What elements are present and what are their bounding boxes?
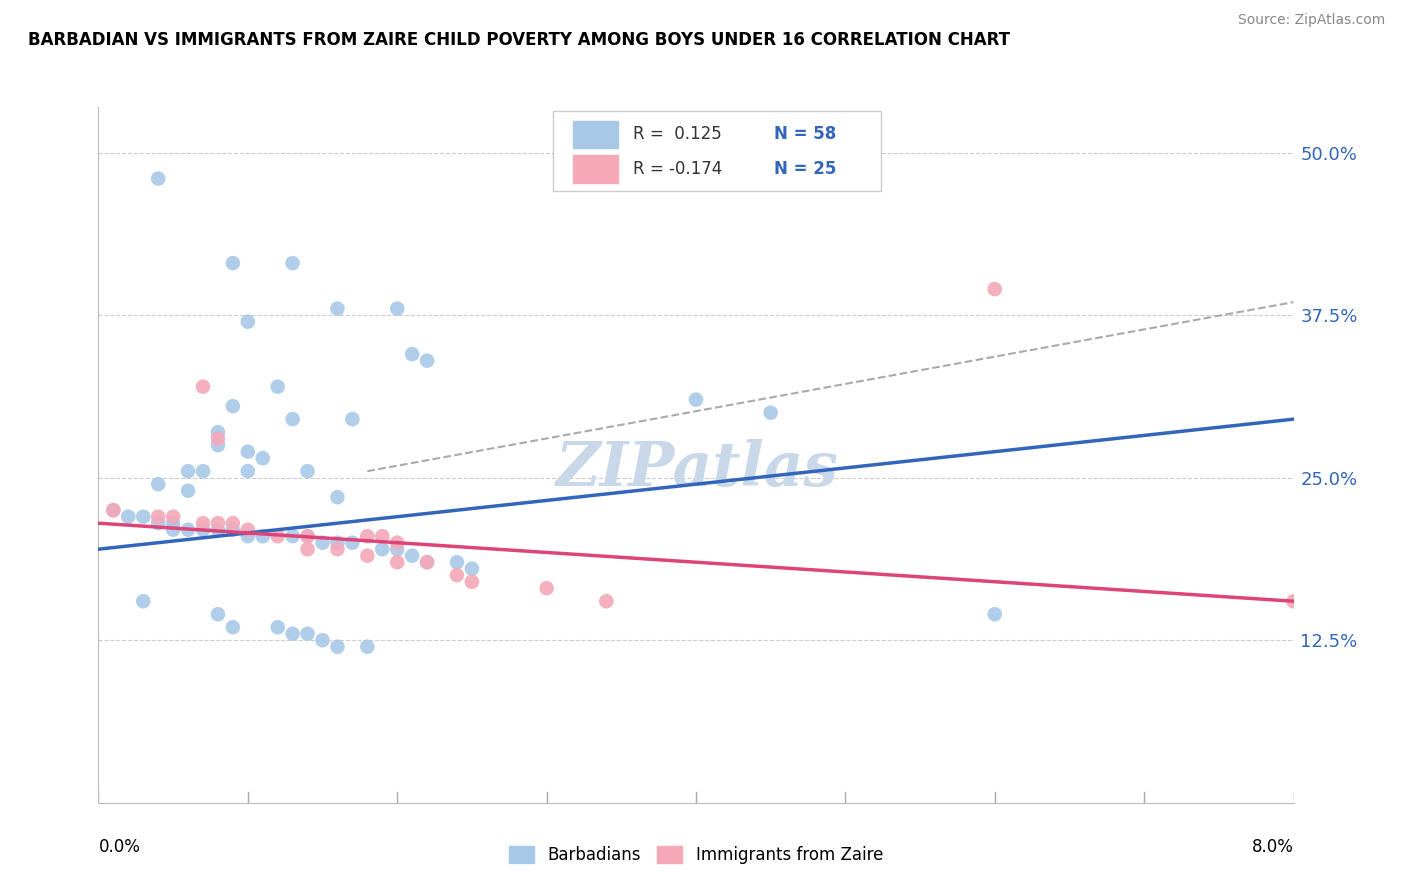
Point — [281, 626, 304, 640]
Text: 0.0%: 0.0% — [98, 838, 141, 855]
Point — [267, 529, 290, 543]
Legend: Barbadians, Immigrants from Zaire: Barbadians, Immigrants from Zaire — [502, 839, 890, 871]
Point — [207, 425, 229, 439]
Point — [236, 444, 259, 458]
Point — [385, 555, 409, 569]
Point — [401, 347, 423, 361]
Point — [191, 379, 214, 393]
Point — [342, 412, 364, 426]
Point — [446, 555, 468, 569]
Point — [222, 620, 245, 634]
Point — [207, 523, 229, 537]
Point — [297, 529, 319, 543]
Point — [162, 523, 184, 537]
Point — [207, 607, 229, 622]
Point — [342, 535, 364, 549]
Point — [385, 535, 409, 549]
FancyBboxPatch shape — [553, 111, 882, 191]
Point — [103, 503, 125, 517]
Point — [297, 529, 319, 543]
Point — [267, 379, 290, 393]
Point — [207, 432, 229, 446]
Point — [416, 555, 439, 569]
Point — [311, 633, 333, 648]
Text: R =  0.125: R = 0.125 — [633, 126, 721, 144]
Point — [356, 549, 378, 563]
Point — [117, 509, 139, 524]
Point — [759, 406, 782, 420]
Point — [416, 555, 439, 569]
Text: N = 25: N = 25 — [773, 160, 837, 178]
Text: R = -0.174: R = -0.174 — [633, 160, 721, 178]
Point — [326, 542, 349, 557]
Point — [177, 523, 200, 537]
Point — [207, 516, 229, 531]
Point — [685, 392, 707, 407]
Point — [222, 523, 245, 537]
Point — [162, 516, 184, 531]
Point — [385, 301, 409, 316]
Point — [281, 412, 304, 426]
Text: Source: ZipAtlas.com: Source: ZipAtlas.com — [1237, 13, 1385, 28]
Point — [446, 568, 468, 582]
Point — [267, 620, 290, 634]
Point — [356, 640, 378, 654]
Point — [148, 509, 170, 524]
Text: BARBADIAN VS IMMIGRANTS FROM ZAIRE CHILD POVERTY AMONG BOYS UNDER 16 CORRELATION: BARBADIAN VS IMMIGRANTS FROM ZAIRE CHILD… — [28, 31, 1010, 49]
Bar — [572, 155, 619, 183]
Point — [177, 483, 200, 498]
Point — [148, 477, 170, 491]
Point — [132, 509, 155, 524]
Point — [983, 607, 1005, 622]
Point — [236, 529, 259, 543]
Bar — [572, 120, 619, 148]
Point — [177, 464, 200, 478]
Point — [1282, 594, 1305, 608]
Point — [326, 490, 349, 504]
Point — [326, 640, 349, 654]
Point — [326, 301, 349, 316]
Point — [148, 171, 170, 186]
Point — [222, 516, 245, 531]
Point — [191, 516, 214, 531]
Text: ZIPatlas: ZIPatlas — [554, 439, 838, 499]
Point — [983, 282, 1005, 296]
Point — [371, 542, 394, 557]
Point — [191, 523, 214, 537]
Point — [281, 529, 304, 543]
Point — [461, 562, 484, 576]
Point — [461, 574, 484, 589]
Point — [236, 464, 259, 478]
Point — [371, 529, 394, 543]
Point — [297, 542, 319, 557]
Text: N = 58: N = 58 — [773, 126, 837, 144]
Point — [536, 581, 558, 595]
Point — [162, 509, 184, 524]
Point — [297, 626, 319, 640]
Point — [222, 256, 245, 270]
Point — [252, 529, 274, 543]
Point — [148, 516, 170, 531]
Text: 8.0%: 8.0% — [1251, 838, 1294, 855]
Point — [252, 451, 274, 466]
Point — [132, 594, 155, 608]
Point — [297, 464, 319, 478]
Point — [326, 535, 349, 549]
Point — [356, 529, 378, 543]
Point — [281, 256, 304, 270]
Point — [236, 523, 259, 537]
Point — [385, 542, 409, 557]
Point — [207, 438, 229, 452]
Point — [416, 353, 439, 368]
Point — [311, 535, 333, 549]
Point — [222, 399, 245, 413]
Point — [191, 464, 214, 478]
Point — [401, 549, 423, 563]
Point — [236, 315, 259, 329]
Point — [595, 594, 617, 608]
Point — [103, 503, 125, 517]
